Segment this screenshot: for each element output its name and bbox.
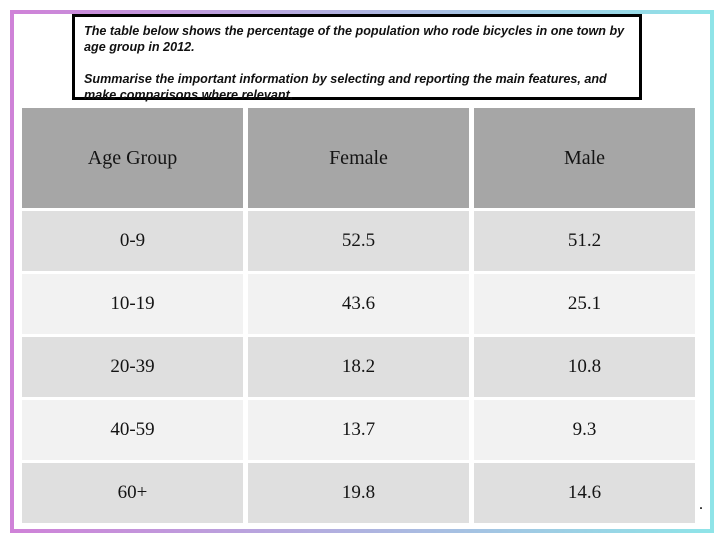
task-prompt-paragraph-2: Summarise the important information by s… bbox=[84, 72, 607, 102]
table-cell-male: 9.3 bbox=[474, 400, 695, 460]
table-cell-age-group: 10-19 bbox=[22, 274, 243, 334]
task-prompt-box: The table below shows the percentage of … bbox=[72, 14, 642, 102]
table-cell-age-group: 20-39 bbox=[22, 337, 243, 397]
table-cell-male: 14.6 bbox=[474, 463, 695, 523]
data-table: Age Group Female Male 0-9 52.5 51.2 10-1… bbox=[22, 108, 695, 523]
table-cell-female: 13.7 bbox=[248, 400, 469, 460]
table-cell-male: 25.1 bbox=[474, 274, 695, 334]
table-cell-female: 43.6 bbox=[248, 274, 469, 334]
table-cell-male: 51.2 bbox=[474, 211, 695, 271]
column-header-male: Male bbox=[474, 108, 695, 208]
table-cell-female: 18.2 bbox=[248, 337, 469, 397]
table-cell-male: 10.8 bbox=[474, 337, 695, 397]
table-cell-female: 19.8 bbox=[248, 463, 469, 523]
column-header-age-group: Age Group bbox=[22, 108, 243, 208]
stray-period: . bbox=[699, 496, 703, 513]
column-header-female: Female bbox=[248, 108, 469, 208]
task-prompt-paragraph-1: The table below shows the percentage of … bbox=[84, 24, 625, 54]
table-cell-female: 52.5 bbox=[248, 211, 469, 271]
table-cell-age-group: 40-59 bbox=[22, 400, 243, 460]
table-cell-age-group: 0-9 bbox=[22, 211, 243, 271]
table-cell-age-group: 60+ bbox=[22, 463, 243, 523]
